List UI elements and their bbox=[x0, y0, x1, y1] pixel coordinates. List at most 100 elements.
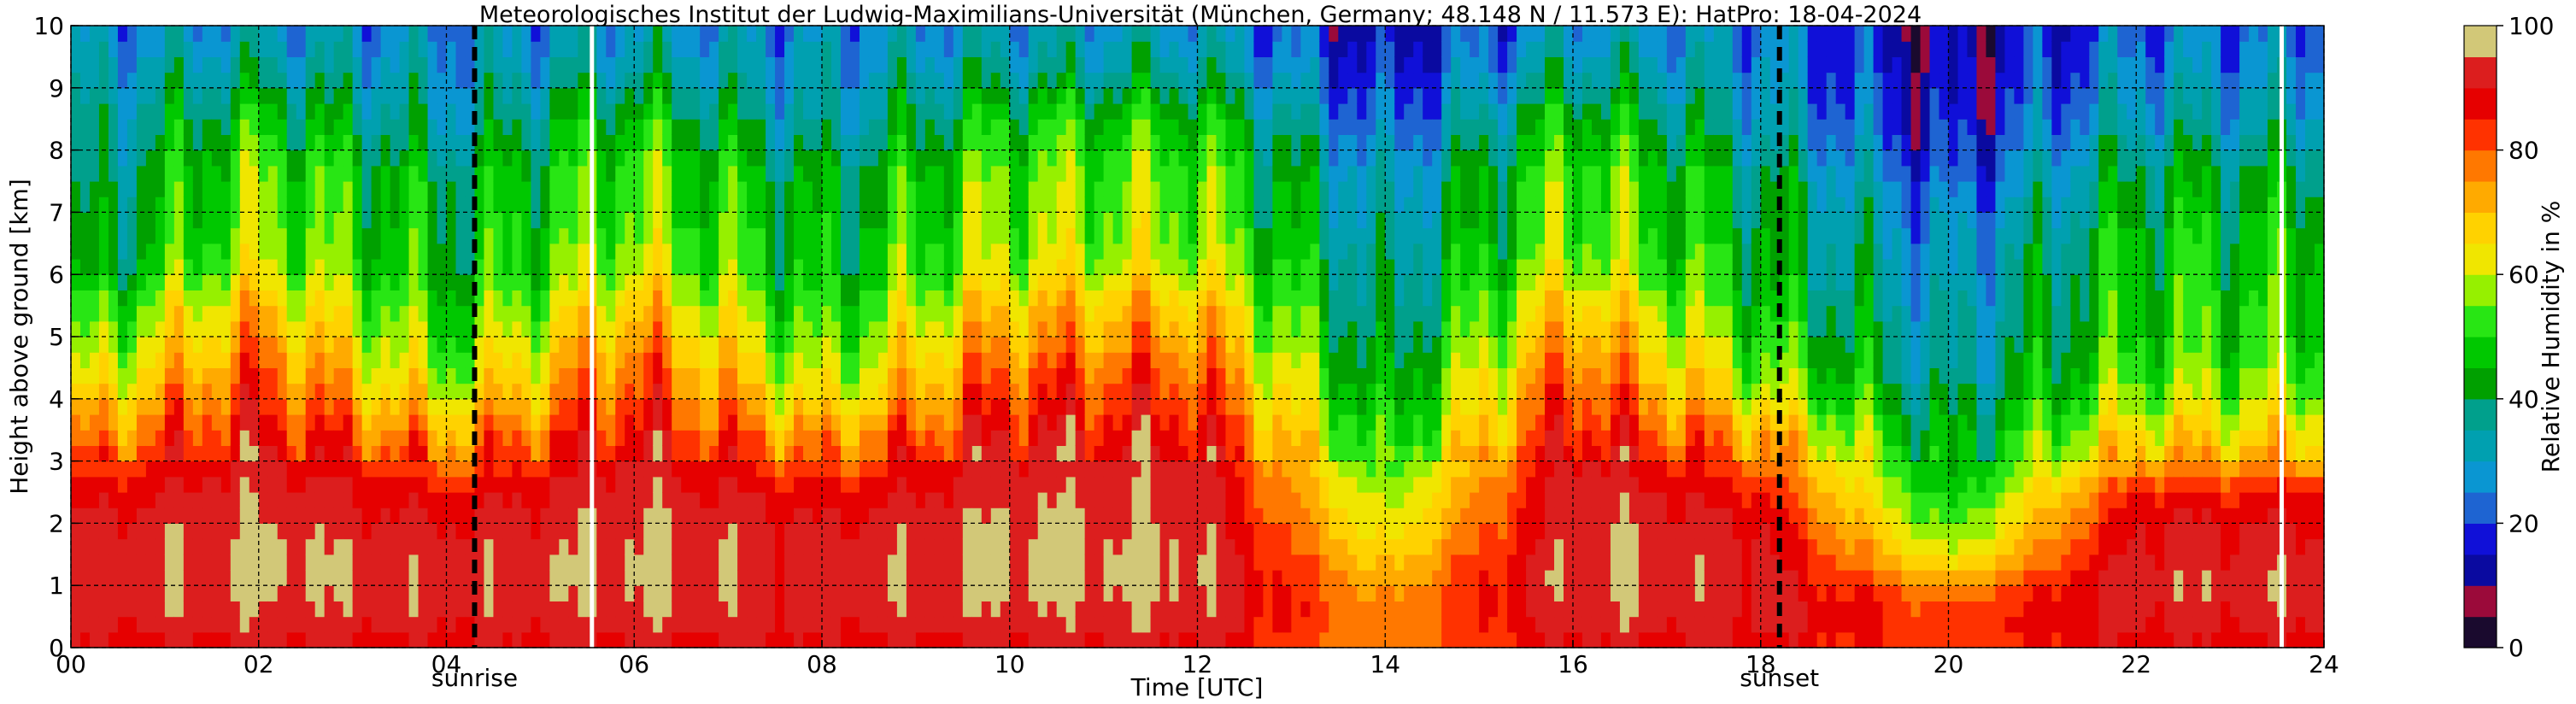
heatmap-cell bbox=[896, 197, 907, 213]
heatmap-cell bbox=[737, 383, 748, 400]
heatmap-cell bbox=[343, 414, 354, 431]
heatmap-cell bbox=[709, 41, 719, 57]
heatmap-cell bbox=[709, 290, 719, 307]
heatmap-cell bbox=[324, 430, 335, 446]
heatmap-cell bbox=[756, 181, 766, 197]
heatmap-cell bbox=[343, 570, 354, 586]
heatmap-cell bbox=[784, 274, 795, 290]
heatmap-cell bbox=[427, 616, 438, 633]
heatmap-cell bbox=[990, 398, 1001, 415]
heatmap-cell bbox=[502, 103, 513, 120]
heatmap-cell bbox=[1141, 227, 1152, 244]
heatmap-cell bbox=[202, 601, 213, 618]
heatmap-cell bbox=[258, 631, 269, 648]
heatmap-cell bbox=[390, 398, 401, 415]
heatmap-cell bbox=[615, 243, 625, 260]
heatmap-cell bbox=[1159, 430, 1171, 446]
heatmap-cell bbox=[653, 320, 663, 337]
heatmap-cell bbox=[390, 337, 401, 353]
heatmap-cell bbox=[484, 570, 495, 586]
heatmap-cell bbox=[192, 227, 203, 244]
heatmap-cell bbox=[915, 227, 926, 244]
heatmap-cell bbox=[1159, 56, 1171, 73]
heatmap-cell bbox=[333, 134, 344, 151]
heatmap-cell bbox=[277, 119, 288, 135]
heatmap-cell bbox=[1122, 227, 1133, 244]
heatmap-cell bbox=[1047, 56, 1058, 73]
heatmap-cell bbox=[296, 631, 307, 648]
heatmap-cell bbox=[117, 523, 128, 540]
heatmap-cell bbox=[1047, 26, 1058, 42]
heatmap-cell bbox=[446, 601, 457, 618]
heatmap-cell bbox=[211, 414, 222, 431]
heatmap-cell bbox=[887, 554, 898, 571]
heatmap-cell bbox=[1065, 523, 1077, 540]
heatmap-cell bbox=[1197, 492, 1208, 508]
heatmap-cell bbox=[361, 212, 373, 229]
heatmap-cell bbox=[89, 119, 100, 135]
heatmap-cell bbox=[990, 601, 1001, 618]
heatmap-cell bbox=[803, 197, 813, 213]
heatmap-cell bbox=[877, 72, 889, 89]
heatmap-cell bbox=[1018, 461, 1030, 478]
heatmap-cell bbox=[277, 367, 288, 384]
heatmap-cell bbox=[775, 320, 785, 337]
heatmap-cell bbox=[747, 461, 757, 478]
heatmap-cell bbox=[314, 227, 326, 244]
heatmap-cell bbox=[559, 398, 569, 415]
heatmap-cell bbox=[662, 461, 672, 478]
heatmap-cell bbox=[775, 398, 785, 415]
heatmap-cell bbox=[868, 41, 879, 57]
heatmap-cell bbox=[662, 367, 672, 384]
heatmap-cell bbox=[1131, 570, 1142, 586]
heatmap-cell bbox=[502, 212, 513, 229]
heatmap-cell bbox=[145, 227, 156, 244]
heatmap-cell bbox=[813, 274, 823, 290]
heatmap-cell bbox=[1178, 150, 1189, 167]
heatmap-cell bbox=[1075, 320, 1086, 337]
heatmap-cell bbox=[437, 570, 448, 586]
heatmap-cell bbox=[943, 87, 954, 104]
heatmap-cell bbox=[71, 585, 81, 601]
heatmap-cell bbox=[361, 616, 373, 633]
heatmap-cell bbox=[794, 181, 804, 197]
heatmap-cell bbox=[136, 383, 147, 400]
heatmap-cell bbox=[653, 430, 663, 446]
heatmap-cell bbox=[202, 26, 213, 42]
heatmap-cell bbox=[399, 259, 410, 275]
heatmap-cell bbox=[868, 337, 879, 353]
heatmap-cell bbox=[455, 290, 466, 307]
heatmap-cell bbox=[343, 383, 354, 400]
heatmap-cell bbox=[643, 554, 654, 571]
heatmap-cell bbox=[849, 507, 860, 524]
heatmap-cell bbox=[427, 585, 438, 601]
heatmap-cell bbox=[343, 367, 354, 384]
heatmap-cell bbox=[1037, 352, 1048, 368]
heatmap-cell bbox=[136, 337, 147, 353]
heatmap-cell bbox=[1084, 305, 1095, 322]
heatmap-cell bbox=[990, 212, 1001, 229]
heatmap-cell bbox=[399, 227, 410, 244]
heatmap-cell bbox=[1065, 570, 1077, 586]
heatmap-cell bbox=[813, 103, 823, 120]
heatmap-cell bbox=[183, 461, 194, 478]
heatmap-cell bbox=[211, 72, 222, 89]
heatmap-cell bbox=[427, 430, 438, 446]
heatmap-cell bbox=[662, 492, 672, 508]
heatmap-cell bbox=[1178, 585, 1189, 601]
heatmap-cell bbox=[126, 103, 138, 120]
heatmap-cell bbox=[578, 165, 588, 182]
heatmap-cell bbox=[859, 631, 870, 648]
heatmap-cell bbox=[371, 134, 382, 151]
heatmap-cell bbox=[1028, 87, 1039, 104]
heatmap-cell bbox=[418, 320, 429, 337]
heatmap-cell bbox=[719, 87, 729, 104]
heatmap-cell bbox=[906, 150, 917, 167]
heatmap-cell bbox=[906, 26, 917, 42]
heatmap-cell bbox=[230, 103, 241, 120]
heatmap-cell bbox=[361, 227, 373, 244]
heatmap-cell bbox=[305, 383, 316, 400]
heatmap-cell bbox=[277, 41, 288, 57]
heatmap-cell bbox=[934, 72, 945, 89]
heatmap-cell bbox=[296, 616, 307, 633]
